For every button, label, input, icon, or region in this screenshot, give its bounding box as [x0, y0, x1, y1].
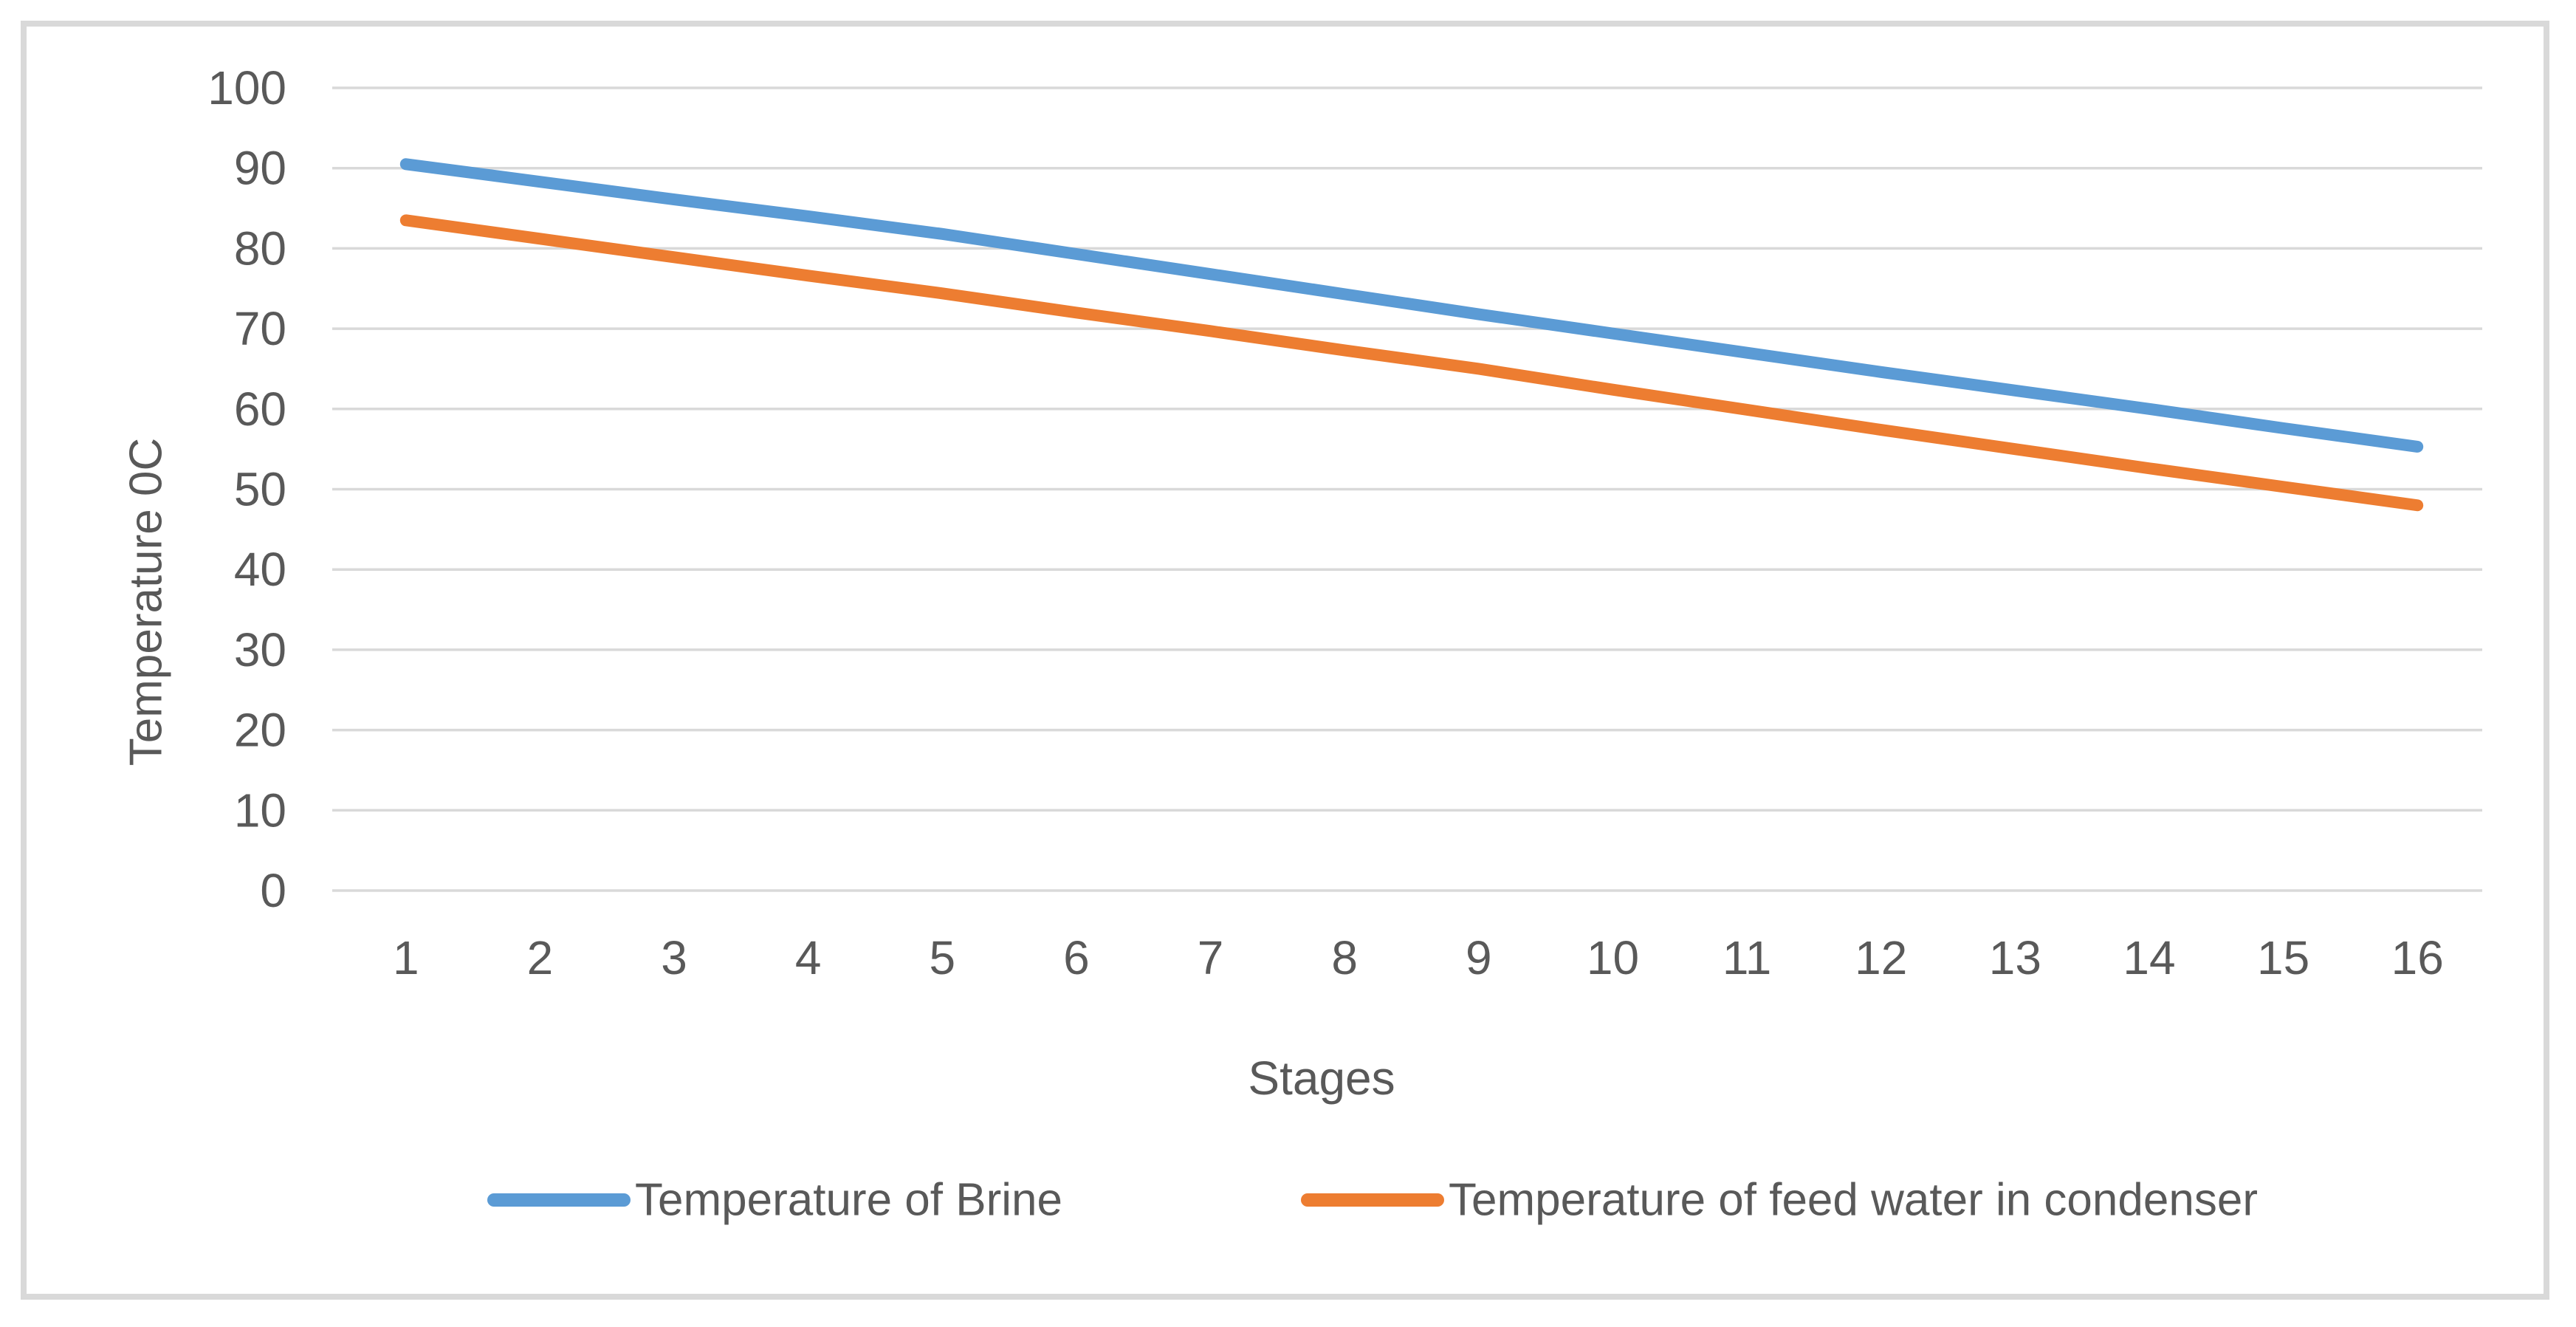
x-tick-label: 14 [2123, 931, 2175, 984]
y-axis-title: Temperature 0C [121, 438, 172, 767]
y-tick-label: 90 [234, 142, 286, 195]
series-lines [399, 158, 2424, 512]
x-tick-label: 16 [2391, 931, 2444, 984]
y-tick-label: 100 [207, 61, 286, 114]
chart-border [21, 21, 2549, 1300]
legend-item-brine: Temperature of Brine [487, 1175, 1062, 1226]
y-tick-label: 0 [260, 864, 286, 917]
x-tick-label: 3 [661, 931, 687, 984]
y-tick-label: 40 [234, 543, 286, 596]
x-axis-tick-labels: 1 2 3 4 5 6 7 8 9 10 11 12 13 14 15 16 [393, 931, 2444, 984]
y-tick-label: 80 [234, 222, 286, 275]
x-tick-label: 5 [930, 931, 956, 984]
x-tick-label: 9 [1466, 931, 1492, 984]
legend-label-feed-water: Temperature of feed water in condenser [1449, 1175, 2258, 1226]
legend-item-feed-water: Temperature of feed water in condenser [1301, 1175, 2258, 1226]
gridlines [332, 86, 2482, 892]
y-tick-label: 30 [234, 623, 286, 676]
x-tick-label: 13 [1989, 931, 2041, 984]
x-tick-label: 12 [1855, 931, 1907, 984]
series-line-brine [399, 158, 2424, 453]
legend: Temperature of Brine Temperature of feed… [487, 1175, 2258, 1226]
x-tick-label: 2 [527, 931, 554, 984]
x-tick-label: 1 [393, 931, 419, 984]
x-tick-label: 8 [1331, 931, 1358, 984]
y-tick-label: 20 [234, 704, 286, 757]
x-tick-label: 6 [1063, 931, 1090, 984]
x-axis-title: Stages [1248, 1052, 1395, 1105]
legend-label-brine: Temperature of Brine [635, 1175, 1062, 1226]
x-tick-label: 7 [1198, 931, 1224, 984]
series-line-feed-water [399, 214, 2424, 512]
y-axis-tick-labels: 0 10 20 30 40 50 60 70 80 90 100 [207, 61, 286, 917]
y-tick-label: 50 [234, 463, 286, 516]
x-tick-label: 15 [2257, 931, 2309, 984]
x-tick-label: 10 [1587, 931, 1639, 984]
y-tick-label: 10 [234, 783, 286, 837]
x-tick-label: 4 [795, 931, 822, 984]
y-tick-label: 70 [234, 302, 286, 355]
x-tick-label: 11 [1723, 931, 1771, 984]
y-tick-label: 60 [234, 383, 286, 436]
